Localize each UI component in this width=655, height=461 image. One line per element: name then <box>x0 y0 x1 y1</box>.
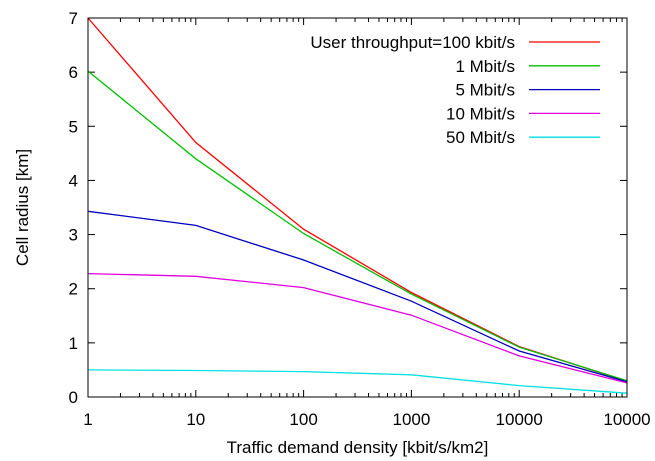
y-axis-title: Cell radius [km] <box>13 149 32 266</box>
y-tick-label: 0 <box>69 388 78 407</box>
y-tick-label: 3 <box>69 226 78 245</box>
series-line <box>87 369 628 394</box>
x-tick-label: 100 <box>289 410 317 429</box>
y-tick-label: 1 <box>69 334 78 353</box>
x-tick-label: 1000 <box>392 410 430 429</box>
x-tick-label: 10 <box>186 410 205 429</box>
series-line <box>87 70 628 382</box>
y-tick-label: 2 <box>69 280 78 299</box>
series-line <box>87 272 628 384</box>
y-tick-label: 5 <box>69 117 78 136</box>
x-axis-title: Traffic demand density [kbit/s/km2] <box>227 438 489 457</box>
series-line <box>87 17 628 382</box>
legend-label: 50 Mbit/s <box>446 128 515 147</box>
y-tick-label: 6 <box>69 63 78 82</box>
x-tick-label: 10000 <box>603 410 650 429</box>
series-line <box>87 210 628 383</box>
x-tick-label: 1 <box>83 410 92 429</box>
legend-label: 5 Mbit/s <box>455 81 515 100</box>
legend-label: 10 Mbit/s <box>446 104 515 123</box>
plot-frame <box>87 17 628 398</box>
y-tick-label: 7 <box>69 9 78 28</box>
x-tick-label: 10000 <box>496 410 543 429</box>
series-lines <box>87 17 628 394</box>
legend-label: User throughput=100 kbit/s <box>310 33 515 52</box>
legend-label: 1 Mbit/s <box>455 57 515 76</box>
y-tick-label: 4 <box>69 171 78 190</box>
legend: User throughput=100 kbit/s 1 Mbit/s 5 Mbit… <box>310 33 600 147</box>
